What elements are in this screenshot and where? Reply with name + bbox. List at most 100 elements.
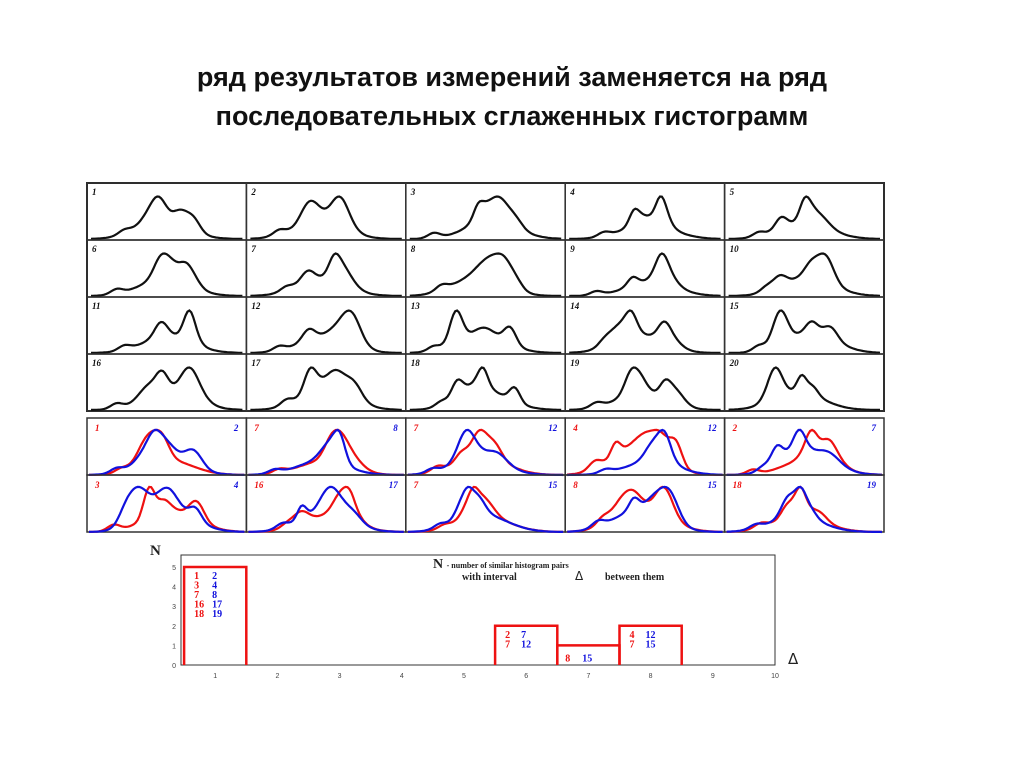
title-line-2: последовательных сглаженных гистограмм [215,101,809,131]
blue-label: 2 [233,423,239,433]
pair-panel: 8 15 [564,474,726,534]
panel-label: 5 [730,187,735,197]
pair-panel: 7 12 [405,417,566,477]
red-label: 4 [572,423,578,433]
blue-histogram-curve [89,428,245,476]
histogram-curve [728,309,881,354]
blue-histogram-curve [726,428,883,476]
bar-annotation-blue: 15 [582,653,592,664]
bar-annotation-red: 16 [194,600,204,611]
histogram-panel: 7 [245,239,407,298]
y-tick-label: 2 [172,624,176,631]
bar-annotation-red: 8 [565,653,570,664]
blue-histogram-curve [88,485,245,533]
histogram-curve [90,195,243,240]
histogram-curve [569,366,721,411]
panel-border [564,182,726,241]
panel-border [86,474,248,533]
red-label: 8 [573,480,578,490]
blue-label: 12 [708,423,718,433]
panel-label: 19 [570,358,580,368]
plot-frame [180,554,776,666]
panel-border [245,474,407,533]
panel-border [405,182,566,241]
blue-label: 8 [393,423,398,433]
panel-border [86,353,248,412]
x-tick-label: 8 [649,673,653,680]
y-tick-label: 3 [172,604,176,611]
y-axis-label: N [150,543,161,559]
histogram-panel: 5 [723,182,885,241]
panel-label: 3 [410,187,416,197]
histogram-panel: 12 [245,296,407,355]
histogram-panel: 10 [723,239,885,298]
blue-label: 17 [389,480,399,490]
panel-label: 13 [411,301,421,311]
panel-border [245,296,407,355]
bar-annotation-red: 2 [505,630,510,641]
panel-border [245,182,407,241]
histogram-curve [91,309,243,354]
blue-label: 15 [708,480,718,490]
histogram-panel: 9 [564,239,726,298]
x-tick-label: 10 [771,673,779,680]
red-label: 2 [732,423,738,433]
panel-label: 7 [251,244,256,254]
histogram-panel: 11 [86,296,248,355]
histogram-curve [409,309,562,354]
panel-border [564,239,726,298]
histogram-curve [728,195,881,240]
bar-annotation-red: 7 [505,639,510,650]
histogram-curve [569,309,721,354]
histogram-curve [250,252,402,297]
histogram-curve [728,366,880,411]
slide-title: ряд результатов измерений заменяется на … [0,58,1024,136]
blue-label: 7 [872,423,877,433]
pair-comparison-grid: 1 2 7 8 7 12 4 12 2 73 4 16 17 7 15 8 15 18 19 [86,417,885,534]
panel-label: 17 [251,358,261,368]
histogram-curve [409,366,562,411]
blue-label: 19 [867,480,877,490]
panel-border [405,417,566,476]
panel-label: 6 [92,244,97,254]
panel-label: 15 [730,301,740,311]
histogram-panel: 14 [564,296,726,355]
bar [182,565,248,665]
bar-annotation-red: 3 [194,581,199,592]
histogram-panel: 6 [86,239,248,298]
panel-label: 12 [251,301,261,311]
x-tick-label: 7 [586,673,590,680]
bar-annotation-blue: 4 [212,581,217,592]
red-label: 7 [254,423,259,433]
x-tick-label: 3 [338,673,342,680]
blue-histogram-curve [248,485,404,533]
panel-label: 9 [570,244,575,254]
blue-histogram-curve [407,485,564,534]
x-tick-label: 5 [462,673,466,680]
panel-label: 20 [729,358,740,368]
panel-label: 4 [569,187,575,197]
panel-label: 14 [570,301,580,311]
histogram-curve [409,195,562,240]
y-tick-label: 1 [172,643,176,650]
bar-annotation-blue: 2 [212,571,217,582]
histogram-curve [569,252,721,298]
bar [618,624,683,665]
x-tick-label: 6 [524,673,528,680]
bar-annotation-blue: 8 [212,590,217,601]
histogram-panel: 1 [86,182,248,241]
bar-annotation-blue: 17 [212,600,222,611]
histogram-panel: 20 [723,353,885,412]
panel-label: 11 [92,301,101,311]
bar-annotation-blue: 12 [521,639,531,650]
panel-border [723,296,885,355]
histogram-curve [91,366,243,411]
blue-histogram-curve [567,485,723,534]
histogram-panel: 3 [405,182,566,241]
panel-border [723,353,885,412]
